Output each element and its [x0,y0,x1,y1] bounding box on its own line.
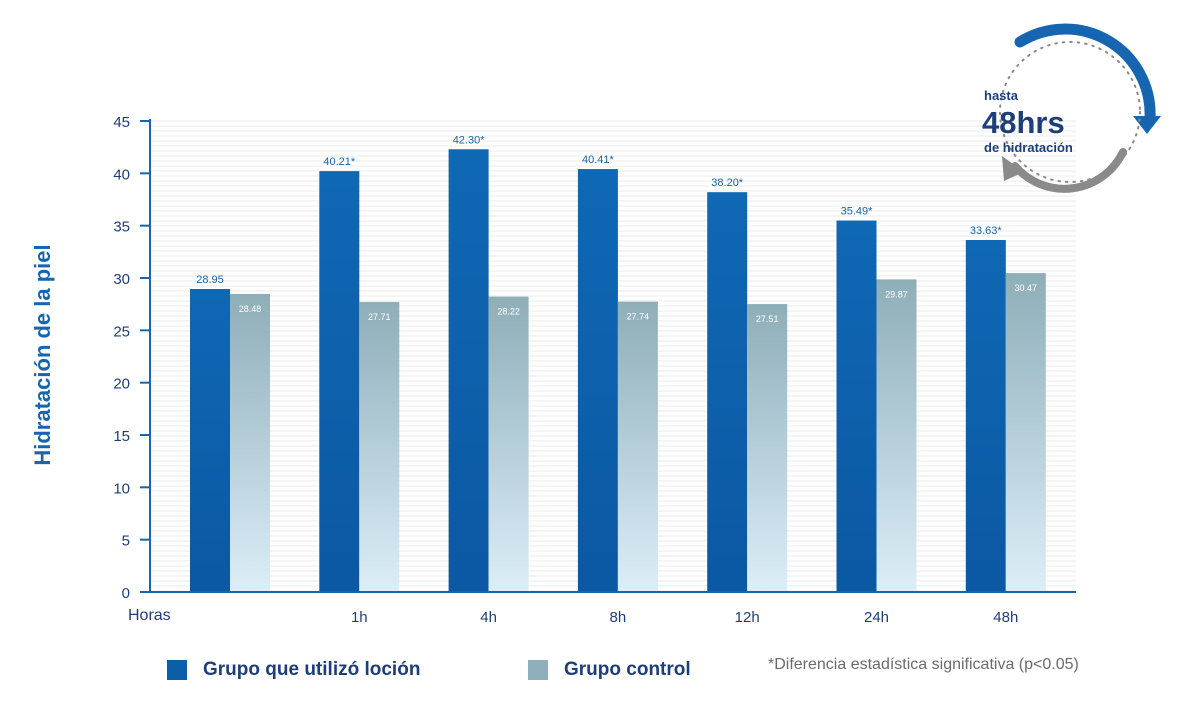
data-label-lotion: 33.63* [970,225,1003,237]
blue-arc-arrow [1014,23,1156,124]
data-label-control: 29.87 [885,289,908,299]
bar-lotion [448,149,489,592]
significance-note: *Diferencia estadística significativa (p… [768,656,1079,673]
bar-control [747,304,788,592]
bar-lotion [190,288,230,592]
y-tick-label: 30 [113,271,130,288]
bar-control [359,301,400,592]
data-label-lotion: 35.49* [841,206,874,218]
data-label-control: 28.22 [497,307,520,317]
data-label-control: 27.74 [627,312,650,322]
y-tick-label: 10 [113,480,130,497]
y-tick-label: 0 [122,585,130,602]
data-label-control: 27.71 [368,312,391,322]
data-label-control: 28.48 [239,304,262,314]
bar-control [488,296,529,592]
x-tick-label: 12h [735,609,760,626]
legend-swatch-lotion [167,660,187,680]
data-label-lotion: 28.95 [196,274,224,286]
x-tick-label: 8h [610,609,627,626]
x-axis-title: Horas [128,607,171,624]
y-tick-label: 15 [113,428,130,445]
bar-lotion [577,169,618,593]
data-label-lotion: 40.21* [323,156,356,168]
bar-lotion [319,171,360,593]
y-tick-label: 5 [122,533,130,550]
legend-item-control: Grupo control [528,655,691,685]
data-label-lotion: 38.20* [711,177,744,189]
hydration-badge: hasta 48hrs de hidratación [982,23,1161,193]
legend-swatch-control [528,660,548,680]
data-label-control: 27.51 [756,314,779,324]
axes-layer: 0 5 10 15 20 25 30 35 40 45 1h 4h 8h 12h 24h 48h [113,114,1076,626]
legend-label-lotion: Grupo que utilizó loción [203,659,421,680]
bars-layer [190,149,1046,593]
bar-control [876,279,917,592]
data-label-lotion: 42.30* [453,134,486,146]
bar-lotion [965,240,1006,593]
y-axis-title: Hidratación de la piel [30,244,55,465]
x-tick-label: 1h [351,609,368,626]
blue-arrowhead [1133,116,1161,134]
y-tick-label: 25 [113,323,130,340]
gray-arrowhead [1002,156,1024,181]
y-tick-label: 45 [113,114,130,131]
bar-lotion [836,220,877,592]
x-tick-label: 24h [864,609,889,626]
gray-arc-arrow [1011,148,1127,193]
bar-control [230,293,270,592]
bar-control [617,301,658,592]
y-tick-label: 35 [113,219,130,236]
x-tick-label: 4h [480,609,497,626]
badge-line-2: 48hrs [982,105,1065,140]
legend-label-control: Grupo control [564,659,691,680]
bar-control [1005,273,1046,592]
x-tick-label: 48h [993,609,1018,626]
data-label-control: 30.47 [1015,283,1038,293]
dotted-ring [999,41,1141,183]
badge-line-3: de hidratación [984,140,1073,155]
y-tick-label: 20 [113,376,130,393]
y-tick-label: 40 [113,166,130,183]
badge-line-1: hasta [984,88,1019,103]
legend-item-lotion: Grupo que utilizó loción [167,655,420,685]
bar-lotion [707,192,748,592]
data-labels-layer: 28.95 28.48 40.21* 27.71 42.30* 28.22 40.41* 27… [196,134,1037,324]
data-label-lotion: 40.41* [582,154,615,166]
